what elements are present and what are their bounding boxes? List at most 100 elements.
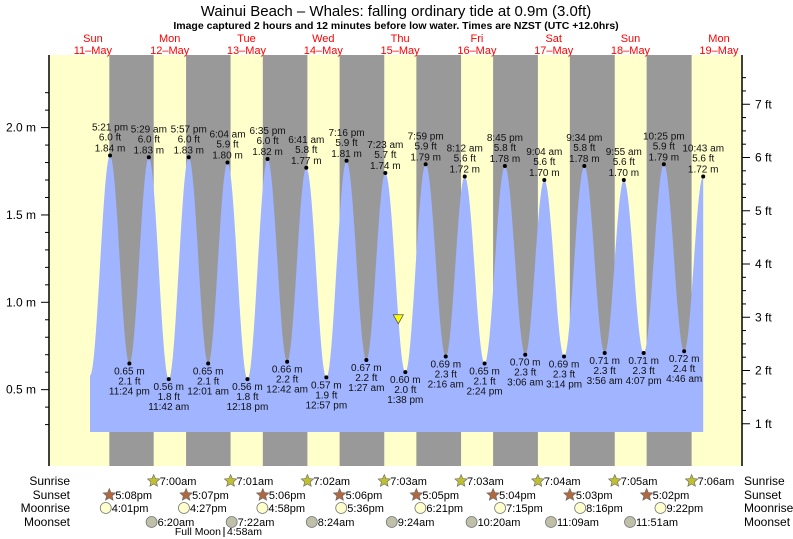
sunset-star-icon <box>639 487 654 501</box>
high-tide-point <box>462 174 467 179</box>
sunset-star-icon <box>486 487 501 501</box>
high-tide-point <box>344 158 349 163</box>
low-tide-time: 3:56 am <box>587 376 623 387</box>
high-tide-point <box>265 157 270 162</box>
moonrise-moon-icon <box>574 502 587 514</box>
low-tide-height-ft: 2.3 ft <box>633 366 655 377</box>
low-tide-point <box>641 350 646 355</box>
axes: 2.0 m 1.5 m 1.0 m 0.5 m 7 ft 6 ft 5 ft 4 ft 3 ft… <box>6 55 772 466</box>
day-date-label: 16–May <box>457 45 497 57</box>
moonrise-time: 6:21pm <box>426 503 463 515</box>
sunrise-time: 7:01am <box>237 476 274 488</box>
low-tide-time: 1:38 pm <box>387 395 423 406</box>
sunset-time: 5:07pm <box>192 490 229 502</box>
sunset-star-icon <box>332 487 347 501</box>
high-tide-height-ft: 5.8 ft <box>295 145 317 156</box>
sunset-time: 5:06pm <box>346 490 383 502</box>
low-tide-time: 12:57 pm <box>305 400 347 411</box>
ft-tick-label: 2 ft <box>755 364 772 378</box>
day-weekday-label: Sat <box>545 33 562 45</box>
high-tide-height-ft: 5.9 ft <box>335 138 357 149</box>
low-tide-height-ft: 2.3 ft <box>553 369 575 380</box>
high-tide-height-ft: 6.0 ft <box>256 136 278 147</box>
sunset-row-label: Sunset <box>33 488 71 502</box>
high-tide-point <box>146 155 151 160</box>
moonrise-time: 8:16pm <box>586 503 623 515</box>
day-date-label: 14–May <box>304 45 344 57</box>
sunrise-star-icon <box>607 473 622 487</box>
almanac: Sunrise Sunrise 7:00am 7:01am 7:02am 7:03am 7:… <box>21 473 793 538</box>
day-weekday-label: Sun <box>83 33 103 45</box>
high-tide-time: 6:41 am <box>288 135 324 146</box>
low-tide-time: 12:42 am <box>266 385 308 396</box>
day-weekday-label: Mon <box>159 33 180 45</box>
moonset-time: 10:20am <box>478 517 521 529</box>
high-tide-height-m: 1.80 m <box>212 151 243 162</box>
high-tide-point <box>304 165 309 170</box>
tide-curve <box>90 155 704 432</box>
ft-tick-label: 5 ft <box>755 204 772 218</box>
low-tide-height-m: 0.65 m <box>193 366 224 377</box>
high-tide-point <box>186 155 191 160</box>
moonrise-time: 4:27pm <box>190 503 227 515</box>
day-weekday-label: Fri <box>470 33 483 45</box>
low-tide-height-m: 0.66 m <box>272 365 303 376</box>
low-tide-height-ft: 2.1 ft <box>197 376 219 387</box>
high-tide-height-m: 1.72 m <box>449 165 480 176</box>
m-tick-label: 2.0 m <box>6 121 36 135</box>
current-tide-marker-icon <box>392 314 404 325</box>
moonrise-time: 7:15pm <box>506 503 543 515</box>
sunrise-star-icon <box>146 473 161 487</box>
ft-tick-label: 3 ft <box>755 310 772 324</box>
day-labels: Sun11–MayMon12–MayTue13–MayWed14–MayThu1… <box>74 33 739 57</box>
high-tide-height-ft: 5.9 ft <box>216 140 238 151</box>
sunset-star-icon <box>255 487 270 501</box>
moonset-moon-icon <box>225 516 238 528</box>
low-tide-point <box>602 350 607 355</box>
high-tide-time: 8:12 am <box>447 144 483 155</box>
high-tide-height-ft: 5.8 ft <box>494 143 516 154</box>
high-tide-height-m: 1.78 m <box>490 154 521 165</box>
low-tide-point <box>245 377 250 382</box>
low-tide-point <box>206 361 211 366</box>
high-tide-height-m: 1.78 m <box>569 154 600 165</box>
high-tide-point <box>582 164 587 169</box>
day-date-label: 19–May <box>699 45 739 57</box>
high-tide-height-m: 1.70 m <box>529 168 560 179</box>
moonrise-moon-icon <box>494 502 507 514</box>
high-tide-time: 5:29 am <box>131 124 167 135</box>
low-tide-point <box>166 377 171 382</box>
high-tide-point <box>502 164 507 169</box>
low-tide-time: 12:18 pm <box>227 402 269 413</box>
sunset-row-label-right: Sunset <box>744 488 782 502</box>
high-tide-point <box>108 153 113 158</box>
low-tide-height-ft: 1.9 ft <box>315 390 337 401</box>
high-tide-height-ft: 5.6 ft <box>454 154 476 165</box>
moon-phase-label: Full Moon <box>175 526 221 538</box>
moonset-time: 7:22am <box>238 517 275 529</box>
low-tide-time: 11:42 am <box>148 402 189 413</box>
chart-subtitle: Image captured 2 hours and 12 minutes be… <box>173 20 618 32</box>
low-tide-height-ft: 2.0 ft <box>394 385 416 396</box>
low-tide-point <box>324 375 329 380</box>
high-tide-height-ft: 6.0 ft <box>178 134 200 145</box>
low-tide-point <box>482 361 487 366</box>
moonset-moon-icon <box>385 516 398 528</box>
moon-phase-time: 4:58am <box>227 526 262 538</box>
high-tide-point <box>701 174 706 179</box>
sunrise-star-icon <box>377 473 392 487</box>
sunrise-row-label: Sunrise <box>29 474 70 488</box>
high-tide-height-m: 1.70 m <box>609 168 640 179</box>
moonrise-row-label-right: Moonrise <box>744 501 793 515</box>
low-tide-point <box>682 349 687 354</box>
low-tide-point <box>562 354 567 359</box>
low-tide-height-m: 0.69 m <box>549 359 580 370</box>
low-tide-height-m: 0.70 m <box>510 358 541 369</box>
high-tide-time: 5:57 pm <box>171 124 207 135</box>
day-weekday-label: Tue <box>237 33 256 45</box>
high-tide-height-ft: 6.0 ft <box>99 133 121 144</box>
day-date-label: 18–May <box>611 45 651 57</box>
sunset-time: 5:05pm <box>422 490 459 502</box>
high-tide-time: 9:55 am <box>606 147 642 158</box>
